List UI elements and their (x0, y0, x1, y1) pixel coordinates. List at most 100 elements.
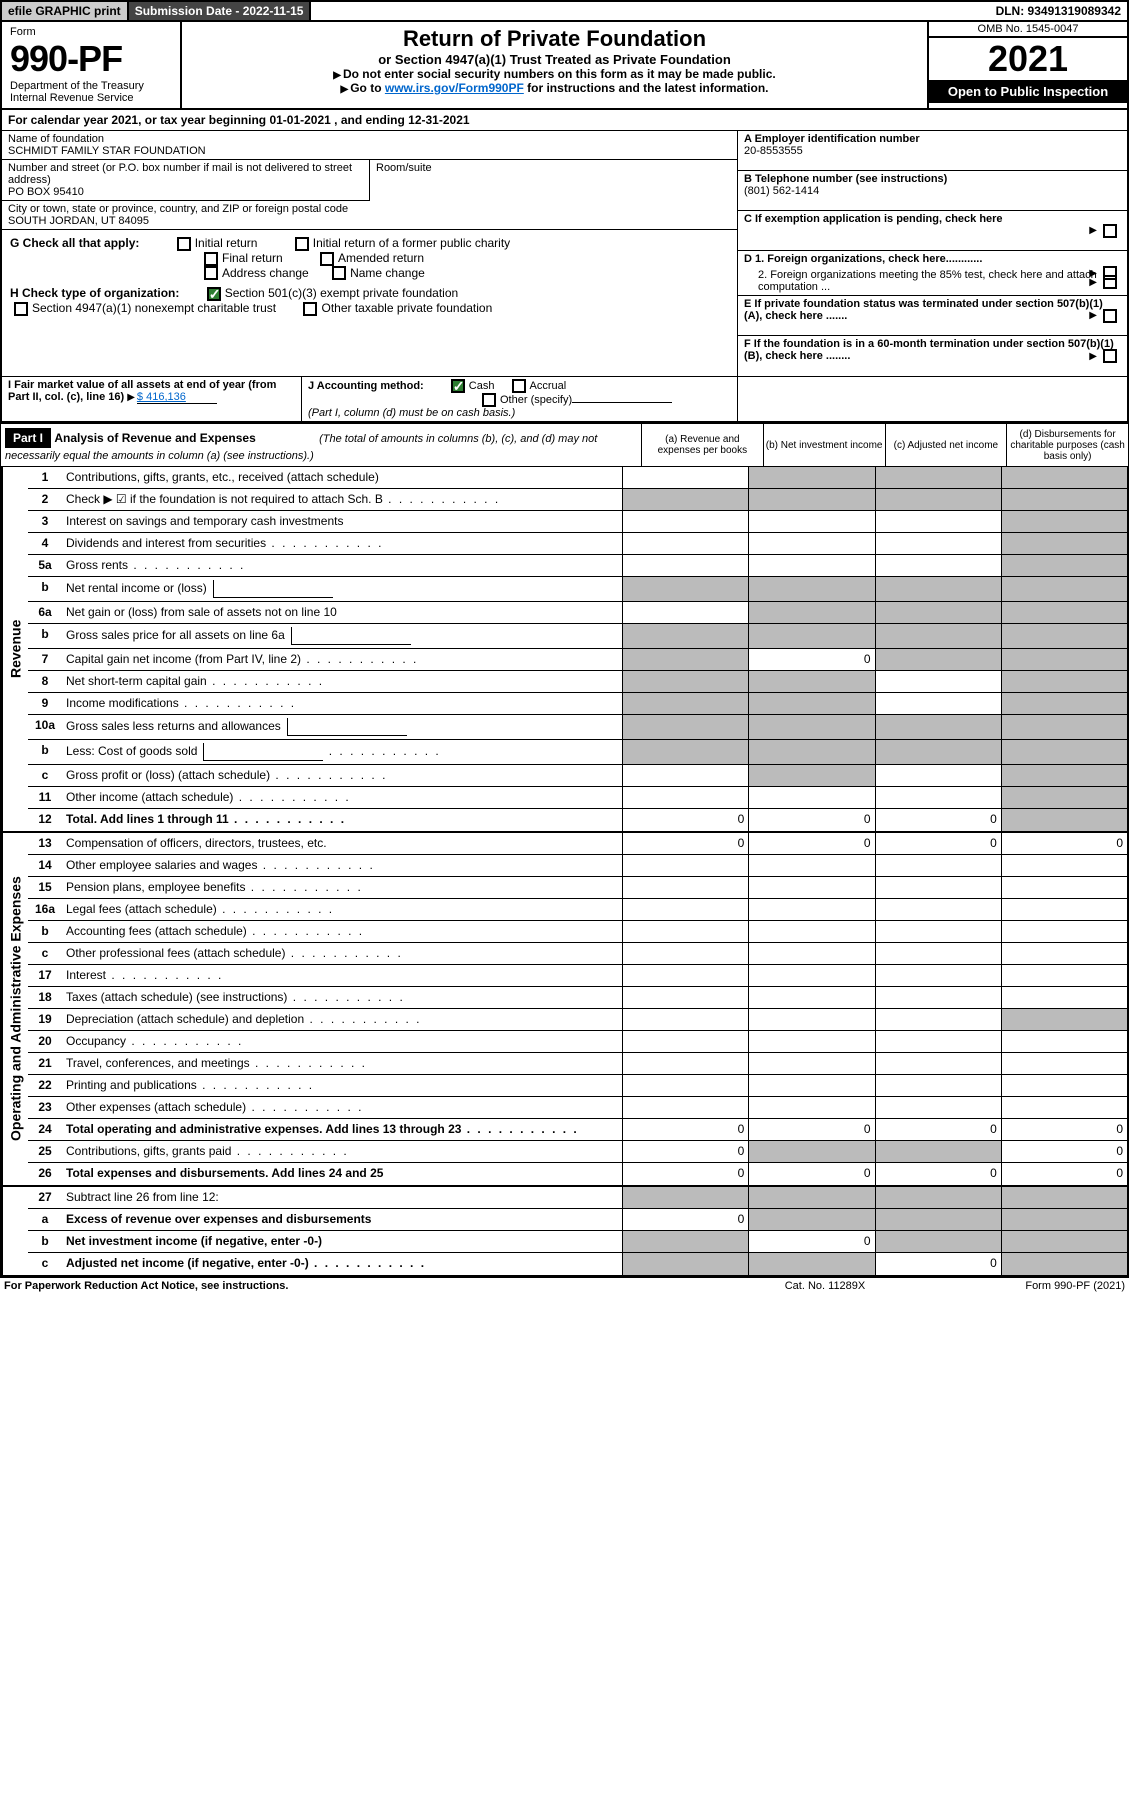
line-row: 22Printing and publications (28, 1075, 1127, 1097)
line-desc: Interest on savings and temporary cash i… (62, 511, 622, 532)
cb-501c3[interactable] (207, 287, 221, 301)
line-val-c: 0 (875, 809, 1001, 831)
line-val-b (748, 855, 874, 876)
city-label: City or town, state or province, country… (8, 203, 731, 215)
line-val-a (622, 1231, 748, 1252)
line-num: a (28, 1209, 62, 1230)
efile-print-button[interactable]: efile GRAPHIC print (2, 2, 129, 20)
line-val-c (875, 577, 1001, 601)
line-val-b (748, 1253, 874, 1275)
line-desc: Other professional fees (attach schedule… (62, 943, 622, 964)
line-row: cOther professional fees (attach schedul… (28, 943, 1127, 965)
j-cash: Cash (469, 380, 495, 392)
part1-header-row: Part I Analysis of Revenue and Expenses … (0, 422, 1129, 467)
line-val-d (1001, 533, 1127, 554)
line-val-c (875, 671, 1001, 692)
j-accrual: Accrual (530, 380, 567, 392)
line-val-b (748, 1209, 874, 1230)
line-val-d (1001, 1009, 1127, 1030)
line-desc: Subtract line 26 from line 12: (62, 1187, 622, 1208)
line-val-c (875, 740, 1001, 764)
a-ein-label: A Employer identification number (744, 133, 1121, 145)
i-fmv-value[interactable]: $ 416,136 (137, 391, 217, 404)
line-row: 2Check ▶ ☑ if the foundation is not requ… (28, 489, 1127, 511)
cb-name-change[interactable] (332, 266, 346, 280)
inline-value-box (291, 627, 411, 645)
line-num: 12 (28, 809, 62, 831)
line-row: 24Total operating and administrative exp… (28, 1119, 1127, 1141)
line-val-b (748, 671, 874, 692)
line-num: 20 (28, 1031, 62, 1052)
line-val-b: 0 (748, 1163, 874, 1185)
line-num: b (28, 921, 62, 942)
line-val-d (1001, 740, 1127, 764)
line-val-a (622, 787, 748, 808)
line-num: 1 (28, 467, 62, 488)
cb-address-change[interactable] (204, 266, 218, 280)
a-ein-value: 20-8553555 (744, 145, 1121, 157)
cb-cash[interactable] (451, 379, 465, 393)
line-val-a: 0 (622, 833, 748, 854)
line-val-b (748, 602, 874, 623)
line-desc: Pension plans, employee benefits (62, 877, 622, 898)
line-row: 15Pension plans, employee benefits (28, 877, 1127, 899)
omb-number: OMB No. 1545-0047 (929, 22, 1127, 38)
line-val-a: 0 (622, 809, 748, 831)
line-val-c: 0 (875, 1253, 1001, 1275)
irs-link[interactable]: www.irs.gov/Form990PF (385, 81, 524, 95)
line-row: bNet investment income (if negative, ent… (28, 1231, 1127, 1253)
line-val-d (1001, 1097, 1127, 1118)
line-val-d (1001, 1031, 1127, 1052)
line-val-d (1001, 624, 1127, 648)
line-val-d (1001, 899, 1127, 920)
line-num: 8 (28, 671, 62, 692)
line-desc: Capital gain net income (from Part IV, l… (62, 649, 622, 670)
line-num: 27 (28, 1187, 62, 1208)
line-val-b (748, 943, 874, 964)
line-val-a (622, 1253, 748, 1275)
g-final: Final return (222, 251, 283, 265)
cb-final-return[interactable] (204, 252, 218, 266)
cb-amended[interactable] (320, 252, 334, 266)
line-val-d (1001, 467, 1127, 488)
line-row: bLess: Cost of goods sold (28, 740, 1127, 765)
cb-other-method[interactable] (482, 393, 496, 407)
line-val-b (748, 467, 874, 488)
cb-e-terminated[interactable] (1103, 309, 1117, 323)
line-desc: Dividends and interest from securities (62, 533, 622, 554)
cb-f-60month[interactable] (1103, 349, 1117, 363)
line-val-a (622, 511, 748, 532)
h-4947: Section 4947(a)(1) nonexempt charitable … (32, 301, 276, 315)
line-desc: Contributions, gifts, grants, etc., rece… (62, 467, 622, 488)
arrow-icon (1089, 309, 1099, 321)
line-row: 26Total expenses and disbursements. Add … (28, 1163, 1127, 1185)
line-val-c (875, 877, 1001, 898)
line-val-d (1001, 943, 1127, 964)
line-val-b (748, 624, 874, 648)
line-val-c (875, 1141, 1001, 1162)
line-desc: Other income (attach schedule) (62, 787, 622, 808)
line-val-d (1001, 649, 1127, 670)
line-num: 2 (28, 489, 62, 510)
line-val-a (622, 467, 748, 488)
cb-4947[interactable] (14, 302, 28, 316)
line-num: b (28, 624, 62, 648)
line-val-a (622, 877, 748, 898)
line-desc: Occupancy (62, 1031, 622, 1052)
line-val-d (1001, 787, 1127, 808)
cb-c-exemption[interactable] (1103, 224, 1117, 238)
expenses-side-label: Operating and Administrative Expenses (2, 833, 28, 1185)
cb-accrual[interactable] (512, 379, 526, 393)
line-num: 11 (28, 787, 62, 808)
cb-d2-foreign[interactable] (1103, 275, 1117, 289)
line-row: 25Contributions, gifts, grants paid00 (28, 1141, 1127, 1163)
cb-initial-former[interactable] (295, 237, 309, 251)
line-desc: Adjusted net income (if negative, enter … (62, 1253, 622, 1275)
line-val-c (875, 1097, 1001, 1118)
line-row: 6aNet gain or (loss) from sale of assets… (28, 602, 1127, 624)
line-val-b (748, 577, 874, 601)
line-val-b: 0 (748, 649, 874, 670)
cb-other-taxable[interactable] (303, 302, 317, 316)
cb-initial-return[interactable] (177, 237, 191, 251)
line-row: 18Taxes (attach schedule) (see instructi… (28, 987, 1127, 1009)
